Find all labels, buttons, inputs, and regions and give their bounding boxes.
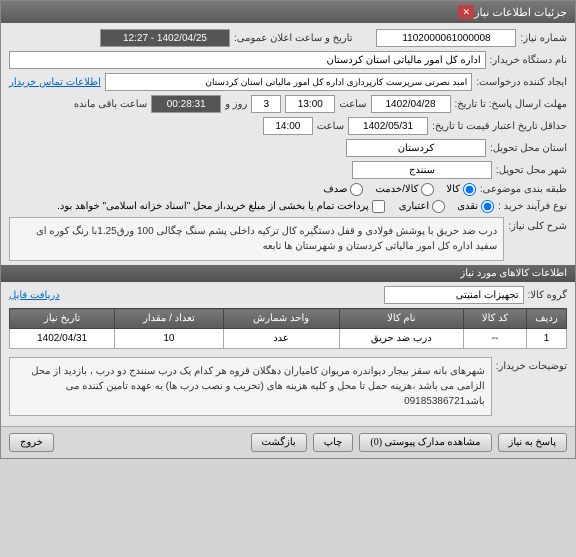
print-button[interactable]: چاپ: [313, 433, 354, 452]
window-title: جزئیات اطلاعات نیاز: [474, 6, 567, 19]
deadline-time-field: 13:00: [285, 95, 335, 113]
general-desc-label: شرح کلی نیاز:: [508, 217, 567, 232]
days-label: روز و: [225, 99, 247, 110]
countdown-field: 00:28:31: [151, 95, 221, 113]
exit-button[interactable]: خروج: [9, 433, 54, 452]
need-number-field: 1102000061000008: [376, 29, 516, 47]
validity-label: حداقل تاریخ اعتبار قیمت تا تاریخ:: [432, 121, 567, 132]
payment-checkbox-input[interactable]: [372, 200, 385, 213]
province-label: استان محل تحویل:: [490, 143, 567, 154]
purchase-type-group: نقدی اعتباری: [399, 200, 494, 213]
buyer-label: نام دستگاه خریدار:: [490, 55, 567, 66]
window: جزئیات اطلاعات نیاز ✕ شماره نیاز: 110200…: [0, 0, 576, 459]
time-label-2: ساعت: [317, 121, 344, 132]
th-code: کد کالا: [464, 309, 527, 329]
titlebar: جزئیات اطلاعات نیاز ✕: [1, 1, 575, 23]
th-row: ردیف: [527, 309, 567, 329]
creator-label: ایجاد کننده درخواست:: [476, 77, 567, 88]
form-body: شماره نیاز: 1102000061000008 تاریخ و ساع…: [1, 23, 575, 426]
validity-time-field: 14:00: [263, 117, 313, 135]
close-icon[interactable]: ✕: [458, 5, 474, 19]
td-name: درب ضد حریق: [339, 329, 464, 349]
buyer-notes-label: توضیحات خریدار:: [496, 357, 567, 372]
buyer-notes-box: شهرهای بانه سقز بیجار دیواندره مریوان کا…: [9, 357, 492, 416]
radio-credit[interactable]: اعتباری: [399, 200, 445, 213]
radio-cash-input[interactable]: [481, 200, 494, 213]
announce-label: تاریخ و ساعت اعلان عمومی:: [234, 33, 353, 44]
need-number-label: شماره نیاز:: [520, 33, 567, 44]
radio-sadaf-label: صدف: [323, 184, 347, 195]
payment-checkbox[interactable]: پرداخت تمام یا بخشی از مبلغ خرید،از محل …: [57, 200, 385, 213]
radio-credit-input[interactable]: [432, 200, 445, 213]
td-unit: عدد: [223, 329, 339, 349]
footer: پاسخ به نیاز مشاهده مدارک پیوستی (0) چاپ…: [1, 426, 575, 458]
radio-sadaf-input[interactable]: [350, 183, 363, 196]
th-name: نام کالا: [339, 309, 464, 329]
radio-goods-input[interactable]: [463, 183, 476, 196]
radio-cash[interactable]: نقدی: [457, 200, 494, 213]
buyer-field: اداره کل امور مالیاتی استان کردستان: [9, 51, 486, 69]
th-qty: تعداد / مقدار: [115, 309, 223, 329]
radio-credit-label: اعتباری: [399, 201, 429, 212]
download-link[interactable]: دریافت فایل: [9, 290, 60, 301]
th-unit: واحد شمارش: [223, 309, 339, 329]
goods-group-field: تجهیزات امنیتی: [384, 286, 524, 304]
table-row[interactable]: 1 -- درب ضد حریق عدد 10 1402/04/31: [10, 329, 567, 349]
deadline-date-field: 1402/04/28: [371, 95, 451, 113]
radio-goods-label: کالا: [446, 184, 460, 195]
city-field: سنندج: [352, 161, 492, 179]
td-code: --: [464, 329, 527, 349]
radio-service-label: کالا/خدمت: [375, 184, 418, 195]
days-field: 3: [251, 95, 281, 113]
province-field: کردستان: [346, 139, 486, 157]
time-label-1: ساعت: [339, 99, 366, 110]
td-qty: 10: [115, 329, 223, 349]
radio-service[interactable]: کالا/خدمت: [375, 183, 434, 196]
attachments-button[interactable]: مشاهده مدارک پیوستی (0): [359, 433, 491, 452]
general-desc-box: درب ضد حریق با پوشش فولادی و قفل دستگیره…: [9, 217, 504, 261]
announce-field: 1402/04/25 - 12:27: [100, 29, 230, 47]
th-date: تاریخ نیاز: [10, 309, 115, 329]
category-radio-group: کالا کالا/خدمت صدف: [323, 183, 476, 196]
category-label: طبقه بندی موضوعی:: [480, 184, 567, 195]
radio-sadaf[interactable]: صدف: [323, 183, 363, 196]
goods-section-header: اطلاعات کالاهای مورد نیاز: [1, 265, 575, 282]
td-row: 1: [527, 329, 567, 349]
radio-cash-label: نقدی: [457, 201, 478, 212]
payment-note-label: پرداخت تمام یا بخشی از مبلغ خرید،از محل …: [57, 201, 369, 212]
radio-service-input[interactable]: [421, 183, 434, 196]
validity-date-field: 1402/05/31: [348, 117, 428, 135]
goods-table: ردیف کد کالا نام کالا واحد شمارش تعداد /…: [9, 308, 567, 349]
td-date: 1402/04/31: [10, 329, 115, 349]
creator-field: امید نصرتی سرپرست کارپردازی اداره کل امو…: [105, 73, 472, 91]
contact-link[interactable]: اطلاعات تماس خریدار: [9, 77, 101, 88]
table-header-row: ردیف کد کالا نام کالا واحد شمارش تعداد /…: [10, 309, 567, 329]
back-button[interactable]: بازگشت: [251, 433, 307, 452]
remaining-label: ساعت باقی مانده: [74, 99, 147, 110]
goods-group-label: گروه کالا:: [528, 290, 567, 301]
purchase-type-label: نوع فرآیند خرید :: [498, 201, 567, 212]
respond-button[interactable]: پاسخ به نیاز: [498, 433, 568, 452]
city-label: شهر محل تحویل:: [496, 165, 567, 176]
radio-goods[interactable]: کالا: [446, 183, 476, 196]
deadline-label: مهلت ارسال پاسخ: تا تاریخ:: [455, 99, 567, 110]
